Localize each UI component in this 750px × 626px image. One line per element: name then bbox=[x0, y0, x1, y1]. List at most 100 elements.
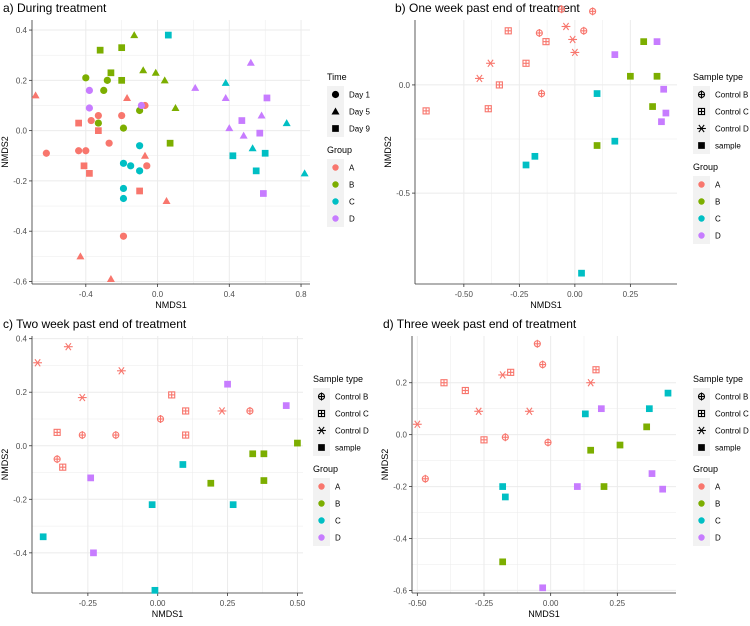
point-A-circle bbox=[118, 111, 126, 120]
x-tick-label: 0.00 bbox=[150, 599, 166, 608]
point-B-square bbox=[499, 558, 507, 566]
y-axis-title: NMDS2 bbox=[0, 136, 10, 168]
point-B-circle bbox=[94, 119, 102, 127]
point-B-square bbox=[260, 477, 268, 484]
point-D-triangle bbox=[225, 124, 234, 132]
point-A-triangle bbox=[140, 151, 149, 159]
legend-label: C bbox=[335, 517, 341, 526]
point-C-square bbox=[499, 483, 507, 490]
point-A-square bbox=[86, 170, 93, 177]
point-A-control-c bbox=[592, 366, 600, 374]
point-C-triangle bbox=[300, 169, 309, 177]
legend-key-group-A bbox=[318, 483, 325, 490]
point-B-square bbox=[249, 450, 257, 458]
point-C-square bbox=[164, 31, 172, 39]
legend-key-group-A bbox=[698, 181, 705, 188]
legend: Sample type Control B Control C Control D sa… bbox=[313, 374, 369, 546]
x-tick-label: -0.50 bbox=[408, 599, 427, 608]
point-A-control-c bbox=[507, 368, 515, 376]
legend-label: C bbox=[715, 517, 721, 526]
y-tick-label: -0.4 bbox=[13, 227, 27, 236]
y-tick-label: 0.0 bbox=[16, 442, 28, 451]
legend-label: B bbox=[715, 198, 720, 207]
point-B-square bbox=[600, 483, 608, 490]
y-tick-label: -0.4 bbox=[13, 549, 27, 558]
point-C-square bbox=[522, 161, 530, 169]
point-D-square bbox=[224, 380, 231, 388]
point-D-square bbox=[660, 85, 668, 93]
point-B-square bbox=[627, 72, 634, 80]
legend-key-group-C bbox=[318, 517, 325, 524]
legend-title: Group bbox=[693, 464, 718, 474]
x-tick-label: 0.50 bbox=[290, 599, 306, 608]
marker-stroke bbox=[562, 22, 570, 31]
point-A-control-d bbox=[568, 35, 578, 44]
point-B-square bbox=[653, 72, 661, 80]
point-A-circle bbox=[82, 147, 90, 155]
point-A-square bbox=[75, 119, 82, 127]
legend-label: C bbox=[349, 198, 355, 207]
point-D-square bbox=[238, 117, 246, 124]
point-C-square bbox=[148, 501, 156, 509]
legend-key-group-B bbox=[332, 181, 339, 188]
point-C-circle bbox=[136, 167, 144, 175]
legend-key-group-C bbox=[332, 198, 339, 205]
point-D-triangle bbox=[257, 111, 266, 119]
point-D-square bbox=[648, 470, 656, 477]
legend-key-control-d bbox=[317, 426, 326, 435]
point-C-square bbox=[593, 90, 601, 97]
point-B-circle bbox=[119, 124, 128, 132]
point-B-square bbox=[107, 69, 115, 77]
point-D-square bbox=[611, 51, 619, 58]
point-D-square bbox=[256, 129, 264, 137]
legend-key-square bbox=[332, 125, 339, 132]
point-A-control-b bbox=[53, 455, 61, 464]
y-tick-label: -0.2 bbox=[13, 495, 27, 504]
panel-1: b) One week past end of treatment -0.50 -0… bbox=[383, 1, 749, 310]
point-A-control-c bbox=[484, 105, 492, 113]
point-C-triangle bbox=[248, 144, 257, 152]
point-B-circle bbox=[100, 86, 108, 94]
point-A-control-c bbox=[422, 107, 430, 115]
point-C-square bbox=[581, 410, 589, 418]
point-C-circle bbox=[136, 142, 144, 150]
point-A-control-b bbox=[112, 431, 120, 440]
point-D-circle bbox=[85, 86, 93, 94]
point-B-square bbox=[118, 44, 126, 52]
legend-key-group-B bbox=[698, 500, 705, 507]
legend-key-group-C bbox=[698, 517, 705, 524]
point-A-control-d bbox=[77, 393, 87, 402]
panel-title: a) During treatment bbox=[3, 1, 107, 15]
point-A-control-b bbox=[589, 7, 597, 16]
legend-label: Control B bbox=[335, 393, 368, 402]
point-A-control-b bbox=[78, 431, 86, 440]
marker-stroke bbox=[571, 48, 578, 57]
grid bbox=[32, 20, 310, 284]
point-D-triangle bbox=[221, 93, 230, 101]
legend-label: sample bbox=[715, 444, 741, 453]
legend-label: Control B bbox=[715, 91, 748, 100]
point-A-circle bbox=[119, 232, 128, 240]
marker-stroke bbox=[587, 378, 594, 387]
point-A-control-d bbox=[570, 48, 580, 57]
legend-label: Control B bbox=[715, 393, 748, 402]
legend-label: Control D bbox=[335, 427, 369, 436]
point-A-circle bbox=[94, 111, 102, 120]
grid bbox=[412, 336, 676, 593]
point-A-control-c bbox=[461, 386, 469, 395]
legend-label: Day 9 bbox=[349, 125, 370, 134]
point-C-triangle bbox=[221, 78, 230, 86]
panel-0: a) During treatment -0.4 0.0 0.4 0.8 -0.6 -0.4… bbox=[0, 1, 370, 310]
point-B-triangle bbox=[151, 68, 160, 76]
legend: Sample type Control B Control C Control D sa… bbox=[693, 374, 749, 546]
x-tick-label: 0.25 bbox=[220, 599, 236, 608]
x-tick-label: 0.25 bbox=[623, 290, 639, 299]
marker-stroke bbox=[79, 393, 86, 402]
x-tick-label: -0.25 bbox=[510, 290, 529, 299]
legend-label: B bbox=[715, 500, 720, 509]
point-A-control-b bbox=[246, 406, 254, 415]
point-D-square bbox=[87, 474, 95, 482]
legend-label: C bbox=[715, 215, 721, 224]
point-A-control-c bbox=[182, 431, 190, 439]
legend-key-group-C bbox=[698, 215, 705, 222]
